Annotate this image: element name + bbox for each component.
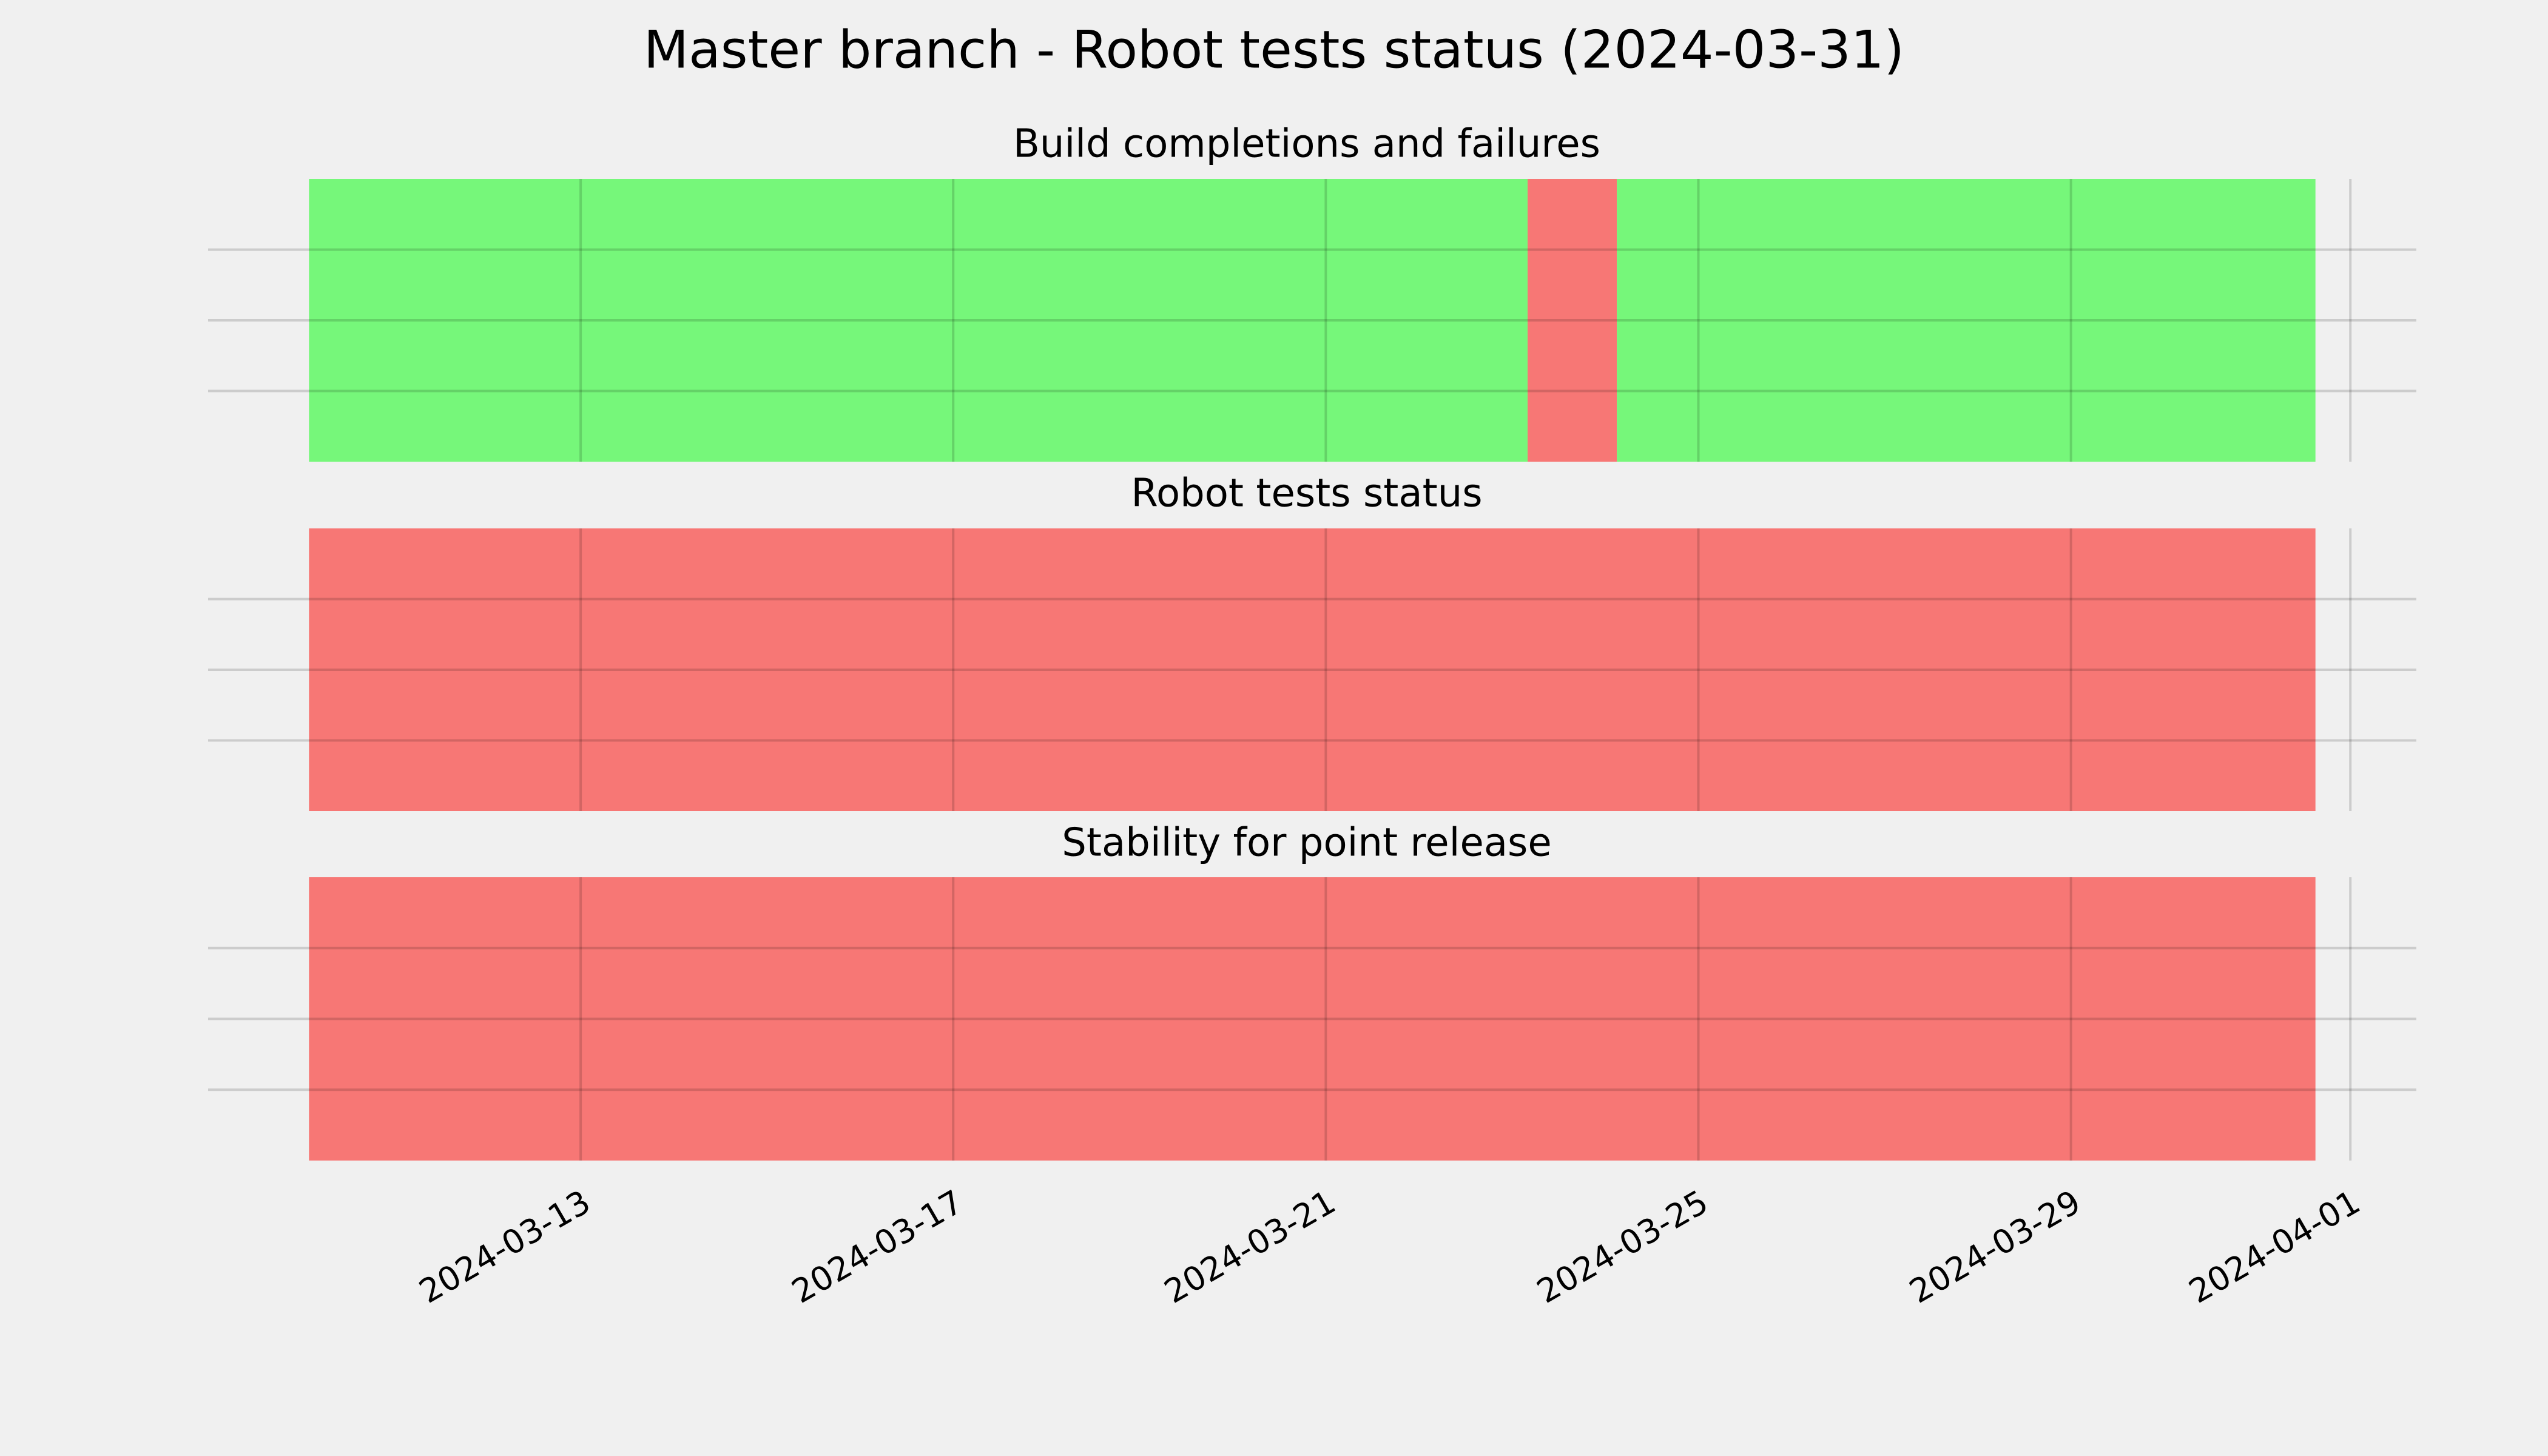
chart-title: Master branch - Robot tests status (2024…: [644, 19, 1904, 80]
status-span: [309, 528, 2316, 811]
panel-title: Build completions and failures: [1013, 122, 1600, 167]
panel-title: Stability for point release: [1062, 821, 1552, 866]
status-span: [1528, 179, 1617, 462]
status-span: [309, 179, 1528, 462]
status-span: [1617, 179, 2316, 462]
status-span: [309, 877, 2316, 1161]
panel-title: Robot tests status: [1131, 471, 1482, 516]
